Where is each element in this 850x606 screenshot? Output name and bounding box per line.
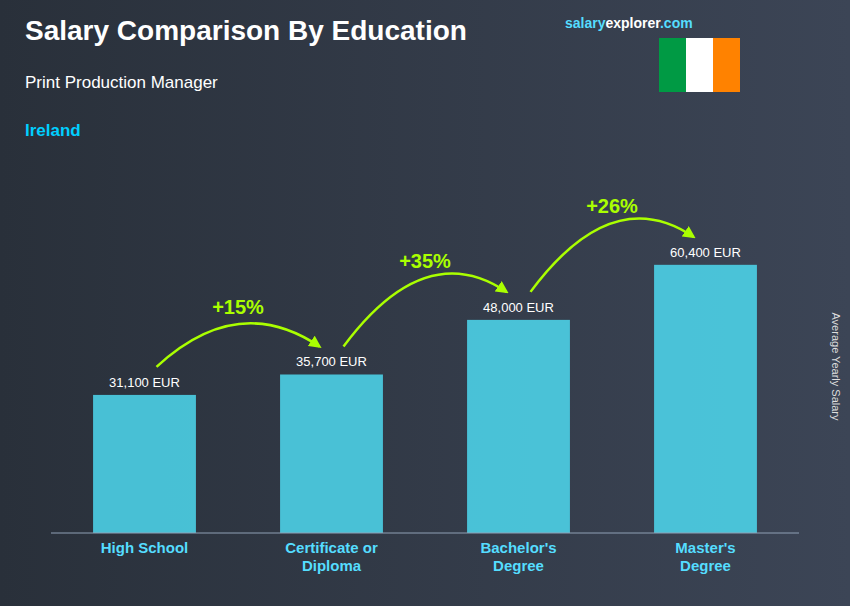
change-arrows — [157, 218, 694, 366]
chart-container: Salary Comparison By Education Print Prod… — [0, 0, 850, 606]
bar — [467, 320, 570, 533]
value-label: 31,100 EUR — [109, 375, 180, 390]
value-label: 60,400 EUR — [670, 245, 741, 260]
flag-stripe — [713, 38, 740, 92]
flag-stripe — [659, 38, 686, 92]
bar — [654, 265, 757, 533]
x-tick-label: Bachelor'sDegree — [480, 539, 556, 574]
x-tick-label-line: Bachelor's — [480, 539, 556, 556]
x-tick-label-line: Degree — [493, 557, 544, 574]
background — [0, 0, 850, 606]
change-arrow — [157, 323, 320, 367]
y-axis-label: Average Yearly Salary — [830, 312, 842, 421]
x-tick-label: Master'sDegree — [675, 539, 735, 574]
change-arrow — [531, 218, 694, 291]
x-tick-label-line: Diploma — [302, 557, 362, 574]
bar — [93, 395, 196, 533]
x-tick-label: High School — [101, 539, 189, 556]
x-axis-line — [51, 533, 799, 534]
bar — [280, 374, 383, 533]
source-part: explorer — [605, 15, 661, 31]
flag — [659, 38, 740, 92]
source-part: salary — [565, 15, 606, 31]
value-label: 48,000 EUR — [483, 300, 554, 315]
title: Salary Comparison By Education — [25, 15, 467, 46]
x-tick-label-line: High School — [101, 539, 189, 556]
bars — [93, 265, 757, 533]
change-label: +26% — [586, 195, 638, 217]
x-tick-label-line: Certificate or — [285, 539, 378, 556]
value-label: 35,700 EUR — [296, 354, 367, 369]
x-tick-label-line: Master's — [675, 539, 735, 556]
change-arrow — [344, 274, 507, 347]
chart: Salary Comparison By Education Print Prod… — [0, 0, 850, 606]
subtitle: Print Production Manager — [25, 73, 218, 92]
country: Ireland — [25, 121, 81, 140]
change-label: +35% — [399, 250, 451, 272]
source-part: .com — [660, 15, 693, 31]
x-tick-label-line: Degree — [680, 557, 731, 574]
x-tick-label: Certificate orDiploma — [285, 539, 378, 574]
source: salaryexplorer.com — [565, 15, 693, 31]
change-label: +15% — [212, 296, 264, 318]
flag-stripe — [686, 38, 713, 92]
